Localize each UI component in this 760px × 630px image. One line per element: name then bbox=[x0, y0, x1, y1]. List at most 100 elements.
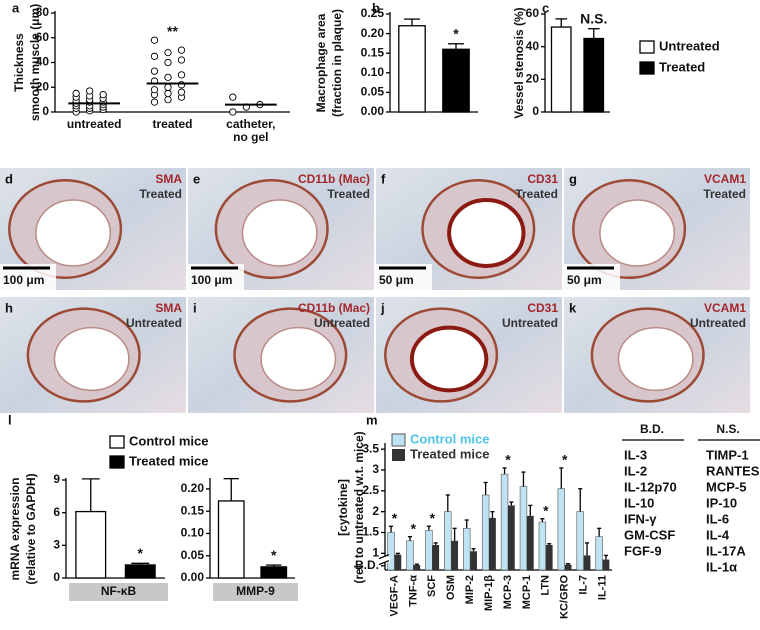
bar bbox=[550, 26, 572, 113]
y-tick-label: 1 bbox=[372, 546, 379, 560]
condition-label: Treated bbox=[515, 187, 558, 201]
y-tick-label: 0 bbox=[42, 104, 49, 118]
data-point bbox=[150, 98, 159, 106]
legend-label: Control mice bbox=[410, 431, 489, 446]
list-item: MCP-5 bbox=[706, 479, 746, 494]
bar bbox=[557, 488, 566, 571]
bar bbox=[394, 554, 402, 570]
y-axis-label: (rel. to untreated w.t. mice) bbox=[352, 431, 366, 583]
x-tick-label: TNF-α bbox=[407, 575, 419, 607]
x-tick-label: untreated bbox=[67, 117, 122, 131]
panel-letter: c bbox=[542, 0, 549, 15]
y-tick-label: 0.00 bbox=[181, 570, 205, 584]
y-tick-label: 40 bbox=[526, 39, 540, 53]
bar bbox=[387, 532, 395, 571]
panel-letter: b bbox=[372, 0, 380, 15]
y-tick-label: 0.15 bbox=[361, 45, 385, 59]
data-point bbox=[177, 46, 186, 54]
x-tick-label: IL-11 bbox=[596, 575, 608, 600]
micrograph: e CD11b (Mac)Treated 100 μm bbox=[188, 168, 374, 290]
bar bbox=[413, 565, 421, 570]
y-tick-label: 0.20 bbox=[181, 481, 205, 495]
panel-letter: j bbox=[380, 300, 385, 315]
y-tick-label: 2 bbox=[372, 504, 379, 518]
significance: * bbox=[505, 452, 511, 468]
data-point bbox=[72, 89, 80, 98]
list-item: TIMP-1 bbox=[706, 447, 749, 462]
bar bbox=[398, 25, 426, 113]
y-tick-label: 3.5 bbox=[362, 441, 379, 455]
panel-letter: d bbox=[5, 171, 13, 186]
vessel-lumen bbox=[599, 199, 676, 267]
bar bbox=[451, 540, 459, 570]
y-tick-label: 6 bbox=[53, 505, 60, 519]
y-tick-label: 0.20 bbox=[361, 26, 385, 40]
y-tick-label: 0.10 bbox=[361, 65, 385, 79]
x-tick-label: IL-7 bbox=[578, 575, 590, 595]
legend-swatch bbox=[391, 433, 406, 447]
y-tick-label: 2.5 bbox=[362, 483, 379, 497]
data-point bbox=[177, 56, 186, 64]
x-tick-label: catheter, bbox=[226, 117, 275, 131]
bar bbox=[470, 551, 477, 570]
axis-break-gap bbox=[380, 556, 390, 563]
bar bbox=[602, 559, 610, 570]
y-tick-label: 3 bbox=[53, 538, 60, 552]
legend-label: Treated mice bbox=[410, 446, 490, 461]
vessel-lumen bbox=[35, 199, 112, 267]
significance: * bbox=[138, 545, 144, 561]
axis-break bbox=[378, 553, 390, 560]
list-item: IL-6 bbox=[706, 511, 729, 526]
list-item: IL-2 bbox=[624, 463, 647, 478]
y-tick-label: 60 bbox=[36, 30, 50, 44]
bar bbox=[545, 545, 553, 570]
y-tick-label: 20 bbox=[36, 79, 50, 93]
data-point bbox=[177, 88, 186, 96]
y-axis-label: (fraction in plaque) bbox=[330, 9, 344, 117]
chart: a Thickness smooth muscle (μm) 0 20 40 60 80 unt… bbox=[12, 0, 290, 144]
significance: * bbox=[430, 510, 436, 526]
bar bbox=[442, 48, 470, 113]
x-tick-label: KC/GRO bbox=[559, 575, 571, 619]
y-tick-label: 0.25 bbox=[361, 6, 385, 20]
y-tick-label: 0.05 bbox=[181, 548, 205, 562]
x-tick-label: OSM bbox=[445, 575, 457, 600]
y-tick-label: 9 bbox=[53, 472, 60, 486]
legend-label: Treated bbox=[659, 59, 705, 74]
bar bbox=[583, 555, 591, 570]
x-tick-label: MCP-3 bbox=[502, 575, 514, 609]
y-tick-label: 0.00 bbox=[361, 104, 385, 118]
panel-letter: i bbox=[193, 300, 197, 315]
significance: * bbox=[411, 520, 417, 536]
micrograph: i CD11b (Mac)Untreated bbox=[188, 297, 374, 413]
significance: * bbox=[271, 547, 277, 563]
data-point bbox=[99, 91, 107, 99]
condition-label: Treated bbox=[139, 187, 182, 201]
stain-label: CD11b (Mac) bbox=[298, 172, 370, 186]
y-tick-label: B.D. bbox=[355, 558, 379, 572]
bar bbox=[481, 494, 490, 571]
vessel-lumen bbox=[409, 325, 489, 393]
list-item: IFN-γ bbox=[624, 511, 657, 526]
chart: b Macrophage area (fraction in plaque) 0.00… bbox=[314, 0, 478, 118]
data-point bbox=[150, 86, 159, 94]
list-title: B.D. bbox=[640, 422, 664, 436]
y-axis-label: [cytokine] bbox=[336, 479, 350, 536]
data-point bbox=[150, 52, 159, 60]
vessel-lumen bbox=[241, 199, 318, 267]
data-point bbox=[164, 48, 172, 57]
bar bbox=[406, 540, 414, 571]
x-tick-label: MIP-1β bbox=[483, 575, 495, 611]
data-point bbox=[164, 89, 172, 98]
bar bbox=[463, 528, 471, 571]
data-point bbox=[177, 71, 186, 79]
significance: ** bbox=[167, 23, 178, 39]
list-item: IL-10 bbox=[624, 495, 654, 510]
vessel-lumen bbox=[447, 198, 526, 268]
bar bbox=[444, 511, 452, 571]
list-item: IL-12p70 bbox=[624, 479, 677, 494]
y-tick-label: 0.05 bbox=[361, 85, 385, 99]
stain-label: CD31 bbox=[527, 172, 558, 186]
